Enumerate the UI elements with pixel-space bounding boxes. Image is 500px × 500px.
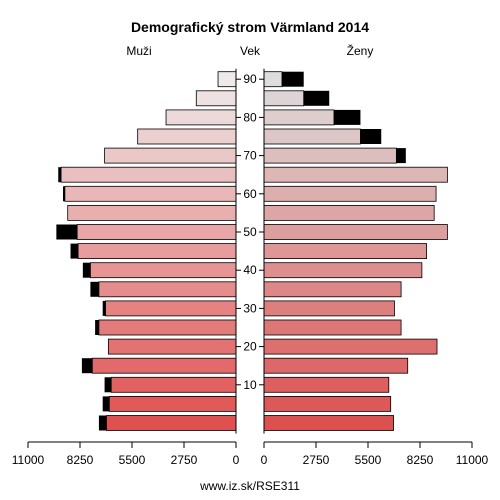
- age-tick-label-50: 50: [243, 225, 257, 239]
- bar-women-40-44: [263, 262, 423, 279]
- chart-title: Demografický strom Värmland 2014: [131, 19, 369, 35]
- x-tick-label-right-0: 0: [261, 453, 268, 467]
- bar-men-60-64: [64, 185, 237, 202]
- bar-men-65-69: [60, 166, 237, 183]
- bar-men-5-9: [108, 395, 237, 412]
- bar-men-excess-65-69: [58, 167, 62, 183]
- bar-women-85-89: [263, 90, 305, 107]
- bar-women-excess-70-74: [396, 148, 406, 164]
- x-tick-label-left-0: 0: [233, 453, 240, 467]
- bar-men-0-4: [106, 415, 237, 431]
- age-tick-label-30: 30: [243, 301, 257, 315]
- bar-men-50-54: [76, 224, 237, 240]
- bar-men-80-84: [165, 109, 237, 126]
- bar-men-excess-50-54: [56, 224, 78, 240]
- bar-women-excess-80-84: [333, 109, 361, 125]
- bar-men-excess-5-9: [102, 396, 110, 412]
- x-tick-label-right-11000: 11000: [456, 453, 489, 467]
- x-tick-label-left-11000: 11000: [12, 453, 45, 467]
- bar-women-20-24: [263, 338, 438, 355]
- x-tick-label-left-5500: 5500: [119, 453, 146, 467]
- bar-women-90+: [263, 71, 283, 88]
- center-label-age: Vek: [240, 44, 261, 58]
- bar-men-20-24: [107, 338, 237, 355]
- bar-women-15-19: [263, 357, 409, 374]
- bar-women-55-59: [263, 204, 435, 221]
- bar-men-40-44: [90, 262, 237, 279]
- x-tick-label-right-5500: 5500: [355, 453, 382, 467]
- bar-men-excess-0-4: [98, 415, 107, 431]
- age-tick-label-40: 40: [243, 263, 257, 277]
- age-tick-label-60: 60: [243, 187, 257, 201]
- bar-women-10-14: [263, 376, 390, 393]
- bar-women-25-29: [263, 319, 402, 336]
- x-tick-label-right-2750: 2750: [303, 453, 330, 467]
- bar-women-65-69: [263, 166, 448, 183]
- axes-group: 10 20 30 40 50 60 70 80 90 11000 8250 5500 2750 0 0 275…: [12, 68, 489, 467]
- bar-men-35-39: [98, 281, 237, 298]
- age-tick-label-10: 10: [243, 378, 257, 392]
- bar-women-75-79: [263, 128, 361, 145]
- bar-men-45-49: [77, 243, 237, 260]
- footer-url: www.iz.sk/RSE311: [199, 479, 300, 493]
- bar-men-excess-60-64: [62, 186, 65, 202]
- bar-men-25-29: [98, 319, 237, 336]
- bar-women-70-74: [263, 147, 397, 164]
- right-label-women: Ženy: [347, 43, 374, 58]
- bar-women-30-34: [263, 300, 395, 317]
- bar-women-45-49: [263, 243, 428, 260]
- bar-men-55-59: [67, 204, 237, 221]
- x-tick-label-left-8250: 8250: [67, 453, 94, 467]
- x-tick-label-left-2750: 2750: [171, 453, 198, 467]
- bar-women-0-4: [263, 415, 394, 431]
- bar-women-excess-75-79: [360, 129, 382, 144]
- bar-men-15-19: [91, 357, 237, 374]
- bar-women-60-64: [263, 185, 437, 202]
- bar-men-excess-35-39: [90, 281, 99, 297]
- bar-men-85-89: [195, 90, 237, 107]
- bar-women-excess-85-89: [303, 90, 330, 106]
- bar-women-5-9: [263, 395, 392, 412]
- bar-men-excess-25-29: [95, 320, 99, 335]
- bar-men-30-34: [105, 300, 237, 317]
- age-tick-label-70: 70: [243, 149, 257, 163]
- bar-men-excess-40-44: [82, 262, 91, 278]
- bar-women-80-84: [263, 109, 335, 126]
- age-tick-label-20: 20: [243, 340, 257, 354]
- bar-men-10-14: [110, 376, 237, 393]
- age-tick-label-80: 80: [243, 110, 257, 124]
- bar-women-excess-90+: [281, 71, 304, 87]
- bar-men-excess-45-49: [70, 243, 79, 259]
- left-label-men: Muži: [126, 44, 151, 58]
- bar-men-75-79: [137, 128, 237, 145]
- age-tick-label-90: 90: [243, 72, 257, 86]
- bar-women-50-54: [263, 224, 448, 240]
- bar-men-90+: [217, 71, 237, 88]
- bar-men-excess-15-19: [81, 358, 93, 374]
- bar-men-excess-30-34: [102, 300, 106, 316]
- bar-men-excess-10-14: [104, 377, 112, 393]
- bar-men-70-74: [104, 147, 237, 164]
- bars-group: [56, 71, 448, 431]
- bar-women-35-39: [263, 281, 402, 298]
- x-tick-label-right-8250: 8250: [407, 453, 434, 467]
